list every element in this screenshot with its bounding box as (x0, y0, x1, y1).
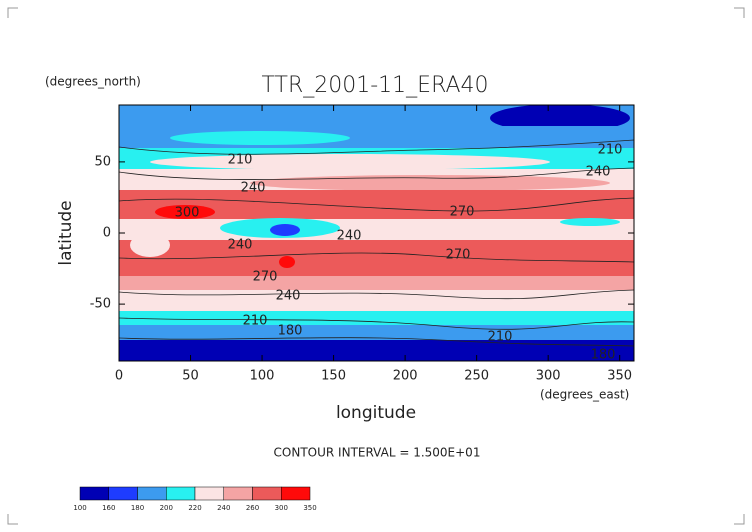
colorbar-label: 100 (73, 504, 86, 512)
colorbar-box (281, 486, 311, 501)
x-tick-label: 350 (607, 369, 632, 384)
colorbar-box (137, 486, 167, 501)
colorbar-box (79, 486, 109, 501)
colorbar-label: 180 (131, 504, 144, 512)
x-tick-label: 0 (115, 369, 123, 384)
contour-label: 210 (488, 330, 513, 345)
colorbar-box (108, 486, 138, 501)
y-units: (degrees_north) (45, 75, 141, 89)
x-tick-label: 100 (250, 369, 275, 384)
contour-label: 270 (450, 205, 475, 220)
colorbar-label: 350 (303, 504, 316, 512)
y-tick-label: 0 (103, 226, 111, 241)
colorbar-label: 220 (188, 504, 201, 512)
contour-label: 270 (446, 248, 471, 263)
contour-label: 240 (241, 181, 266, 196)
colorbar-label: 300 (275, 504, 288, 512)
x-tick-label: 300 (536, 369, 561, 384)
colorbar-label: 260 (246, 504, 259, 512)
colorbar-box (166, 486, 196, 501)
colorbar-label: 160 (102, 504, 115, 512)
contour-field (119, 105, 634, 361)
contour-label: 300 (175, 206, 200, 221)
contour-label: 240 (337, 229, 362, 244)
contour-label: 240 (276, 289, 301, 304)
corner-marks (7, 7, 745, 525)
contour-label: 210 (228, 153, 253, 168)
colorbar-label: 240 (217, 504, 230, 512)
x-tick-label: 50 (182, 369, 199, 384)
contour-label: 240 (228, 238, 253, 253)
contour-label: 180 (591, 348, 616, 363)
x-tick-label: 250 (464, 369, 489, 384)
y-tick-label: -50 (90, 297, 111, 312)
colorbar-box (194, 486, 224, 501)
chart-title: TTR_2001-11_ERA40 (261, 73, 488, 98)
colorbar-box (223, 486, 253, 501)
contour-interval: CONTOUR INTERVAL = 1.500E+01 (274, 446, 481, 460)
contour-label: 210 (598, 143, 623, 158)
contour-label: 240 (586, 165, 611, 180)
contour-label: 180 (278, 324, 303, 339)
x-units: (degrees_east) (540, 388, 629, 402)
x-tick-label: 150 (321, 369, 346, 384)
x-tick-label: 200 (393, 369, 418, 384)
colorbar-box (252, 486, 282, 501)
y-axis-label: latitude (56, 200, 76, 265)
contour-label: 270 (253, 270, 278, 285)
y-tick-label: 50 (94, 154, 111, 169)
contour-label: 210 (243, 314, 268, 329)
colorbar-label: 200 (160, 504, 173, 512)
x-axis-label: longitude (336, 403, 416, 423)
